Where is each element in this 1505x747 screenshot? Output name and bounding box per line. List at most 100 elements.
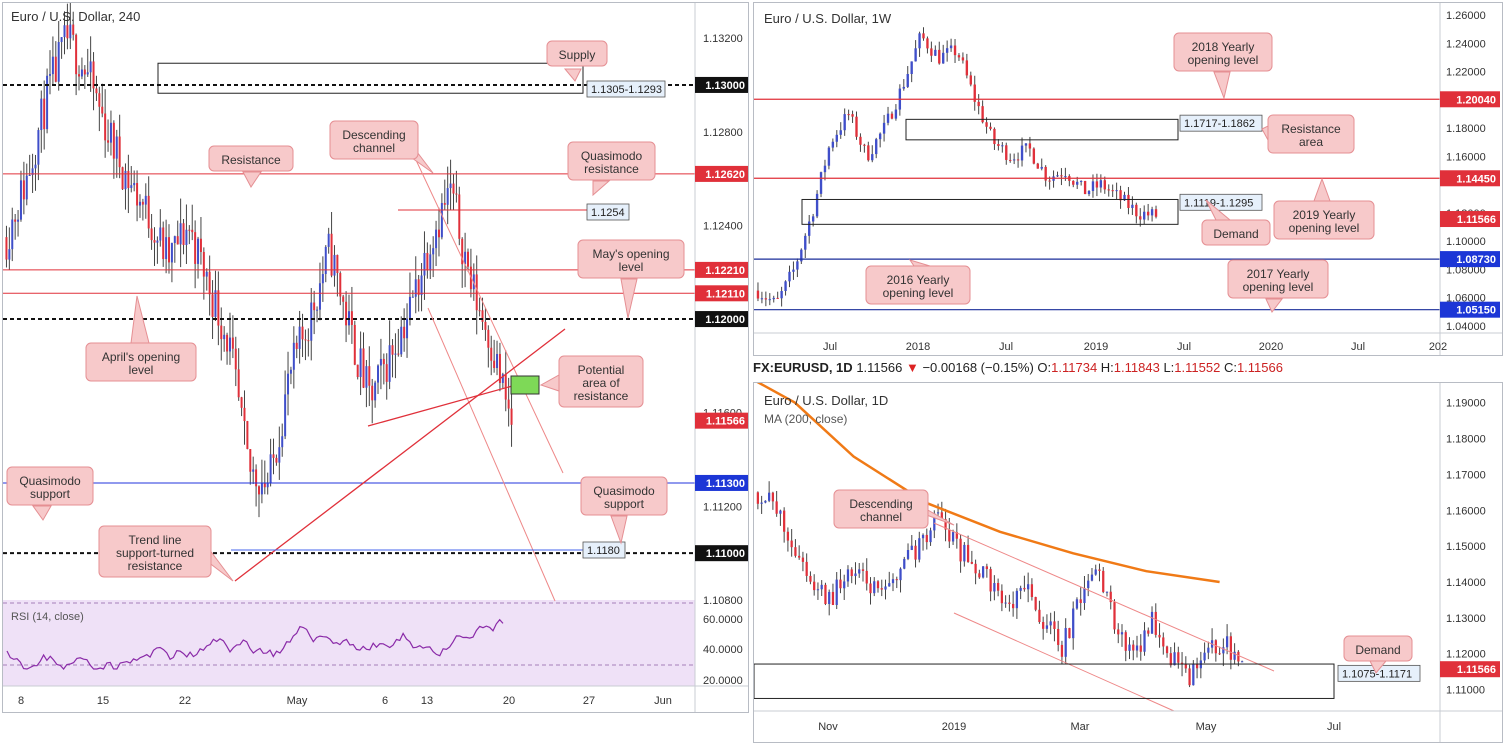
price-tag-label: 1.11000 [706,548,745,560]
candle-body [780,290,783,299]
candle-body [1020,145,1024,161]
resistance-zone [905,118,1179,141]
candle-body [1012,159,1016,161]
candle-body [973,84,976,102]
candle-body [60,37,63,43]
candle-body [484,321,487,330]
candle-body [1123,194,1126,201]
candle-body [854,573,857,577]
candle-body [914,545,917,560]
callout-pointer [592,180,611,197]
candle-body [1158,634,1161,638]
zone-info-box [1179,114,1263,132]
candle-body [194,232,197,264]
axis-tick-label: Jul [823,341,837,353]
callout-pointer [563,68,582,82]
candle-body [1024,143,1028,146]
candle-body [823,165,827,173]
rsi-label: RSI (14, close) [11,611,84,623]
candle-body [805,561,808,576]
candle-body [368,366,371,386]
candle-body [8,249,11,260]
candle-body [1165,646,1169,654]
price-tag-label: 1.14450 [1456,173,1496,185]
callout-text: 2018 Yearly [1192,40,1255,54]
candle-body [801,557,805,562]
axis-tick-label: 1.13000 [1446,613,1486,625]
candle-body [1143,211,1146,220]
axis-tick-label: 1.22000 [1446,67,1486,79]
candle-body [287,373,290,395]
candle-body [1027,584,1030,590]
trend-line [234,328,566,582]
candle-body [951,532,955,542]
candle-body [1000,590,1004,604]
chart-panel-h4[interactable]: 1.1305-1.1293 1.1254 1.1180 Supply Descendin… [2,2,749,713]
axis-tick-label: Jul [1327,721,1341,733]
callout-text: April's opening [102,350,180,364]
callout-pointer [32,505,52,521]
price-tag [1440,661,1500,678]
candle-body [764,298,768,300]
candle-body [397,353,400,355]
price-tag [695,545,748,562]
annotation-callout [1201,219,1271,246]
candle-body [1016,159,1020,161]
h4-chart-svg[interactable]: 1.1305-1.1293 1.1254 1.1180 Supply Descendin… [3,3,748,712]
candle-body [472,274,475,290]
axis-tick-label: 1.12000 [1446,649,1486,661]
last-price: 1.11566 [856,360,903,375]
candle-body [156,240,159,243]
candle-body [432,248,435,255]
candle-body [54,56,57,82]
candle-body [1102,570,1105,592]
candle-body [353,324,356,365]
candle-body [237,369,240,398]
candle-body [1169,653,1172,666]
callout-text: channel [860,510,902,524]
candle-body [1162,637,1165,647]
candle-body [1184,663,1187,669]
candle-body [388,345,391,382]
candle-body [1030,584,1034,598]
annotation-callout [1273,200,1375,240]
zone-info-label: 1.1305-1.1293 [591,84,662,96]
candle-body [828,591,831,605]
chart-panel-daily[interactable]: 1.1075-1.1171 Descending channel Demand Eur… [753,382,1503,743]
candle-body [1154,611,1157,635]
high-label: H: [1100,360,1114,375]
candle-body [891,579,895,584]
candle-body [173,236,176,243]
axis-tick-label: Nov [818,721,838,733]
candle-body [1128,644,1131,651]
candle-body [298,326,301,349]
candle-body [764,500,767,503]
zone-info-label: 1.1254 [591,207,625,219]
candle-body [970,561,973,564]
candle-body [420,275,423,296]
candle-body [1139,645,1142,652]
candle-body [963,544,966,562]
candle-body [350,311,353,325]
candle-body [796,261,799,270]
annotation-callout [329,120,419,160]
candle-body [861,569,865,571]
candle-body [1004,602,1007,604]
callout-pointer [1313,177,1331,202]
callout-text: Supply [559,48,596,62]
candle-body [873,581,876,594]
candle-body [1107,189,1110,191]
close-label: C: [1223,360,1237,375]
candle-body [89,61,92,73]
candle-body [19,180,22,220]
chart-panel-weekly[interactable]: 1.1717-1.1862 1.1119-1.1295 2018 Yearly ope… [753,2,1503,356]
axis-tick-label: Jul [1177,341,1191,353]
candle-body [1008,602,1011,604]
callout-text: level [619,260,644,274]
candle-body [1113,602,1116,630]
candle-body [80,69,83,77]
axis-tick-label: 1.10800 [703,595,743,607]
candle-body [768,299,771,301]
